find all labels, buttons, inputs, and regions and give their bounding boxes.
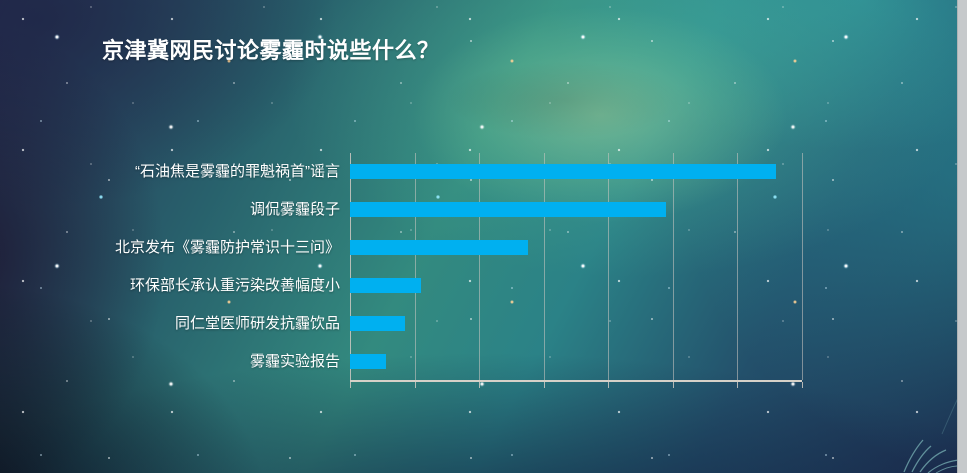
smog-topics-bar-chart: “石油焦是雾霾的罪魁祸首”谣言调侃雾霾段子北京发布《雾霾防护常识十三问》环保部长… (115, 153, 803, 388)
axis-tick (543, 382, 545, 388)
gridline (737, 153, 739, 380)
axis-tick (802, 382, 803, 388)
axis-tick (737, 382, 739, 388)
bar (350, 277, 422, 293)
canvas-right-edge (957, 0, 967, 473)
gridline (802, 153, 803, 380)
bar (350, 240, 528, 256)
category-label: 雾霾实验报告 (249, 352, 340, 370)
bar (350, 202, 667, 218)
axis-tick (414, 382, 416, 388)
axis-tick (350, 382, 351, 388)
chart-row: 环保部长承认重污染改善幅度小 (130, 266, 802, 304)
bar (350, 164, 777, 180)
chart-row: 雾霾实验报告 (250, 342, 802, 380)
chart-row: 调侃雾霾段子 (250, 191, 802, 229)
category-label: 调侃雾霾段子 (249, 201, 340, 219)
bar (350, 315, 405, 331)
gridline (543, 153, 545, 380)
category-label: 同仁堂医师研发抗霾饮品 (174, 314, 340, 332)
bar (350, 353, 386, 369)
chart-row: 北京发布《雾霾防护常识十三问》 (115, 229, 802, 267)
category-label: 环保部长承认重污染改善幅度小 (129, 276, 340, 294)
gridline (414, 153, 416, 380)
chart-row: 同仁堂医师研发抗霾饮品 (175, 304, 802, 342)
gridline (479, 153, 481, 380)
axis-tick (479, 382, 481, 388)
gridline (608, 153, 610, 380)
chart-title: 京津冀网民讨论雾霾时说些什么？ (102, 38, 440, 63)
gridline (672, 153, 674, 380)
signature-flourish-icon (903, 398, 957, 473)
axis-tick (672, 382, 674, 388)
axis-tick (608, 382, 610, 388)
category-label: 北京发布《雾霾防护常识十三问》 (114, 239, 340, 257)
value-axis-line (350, 153, 351, 380)
category-label: “石油焦是雾霾的罪魁祸首”谣言 (135, 163, 340, 181)
chart-row: “石油焦是雾霾的罪魁祸首”谣言 (135, 153, 802, 191)
